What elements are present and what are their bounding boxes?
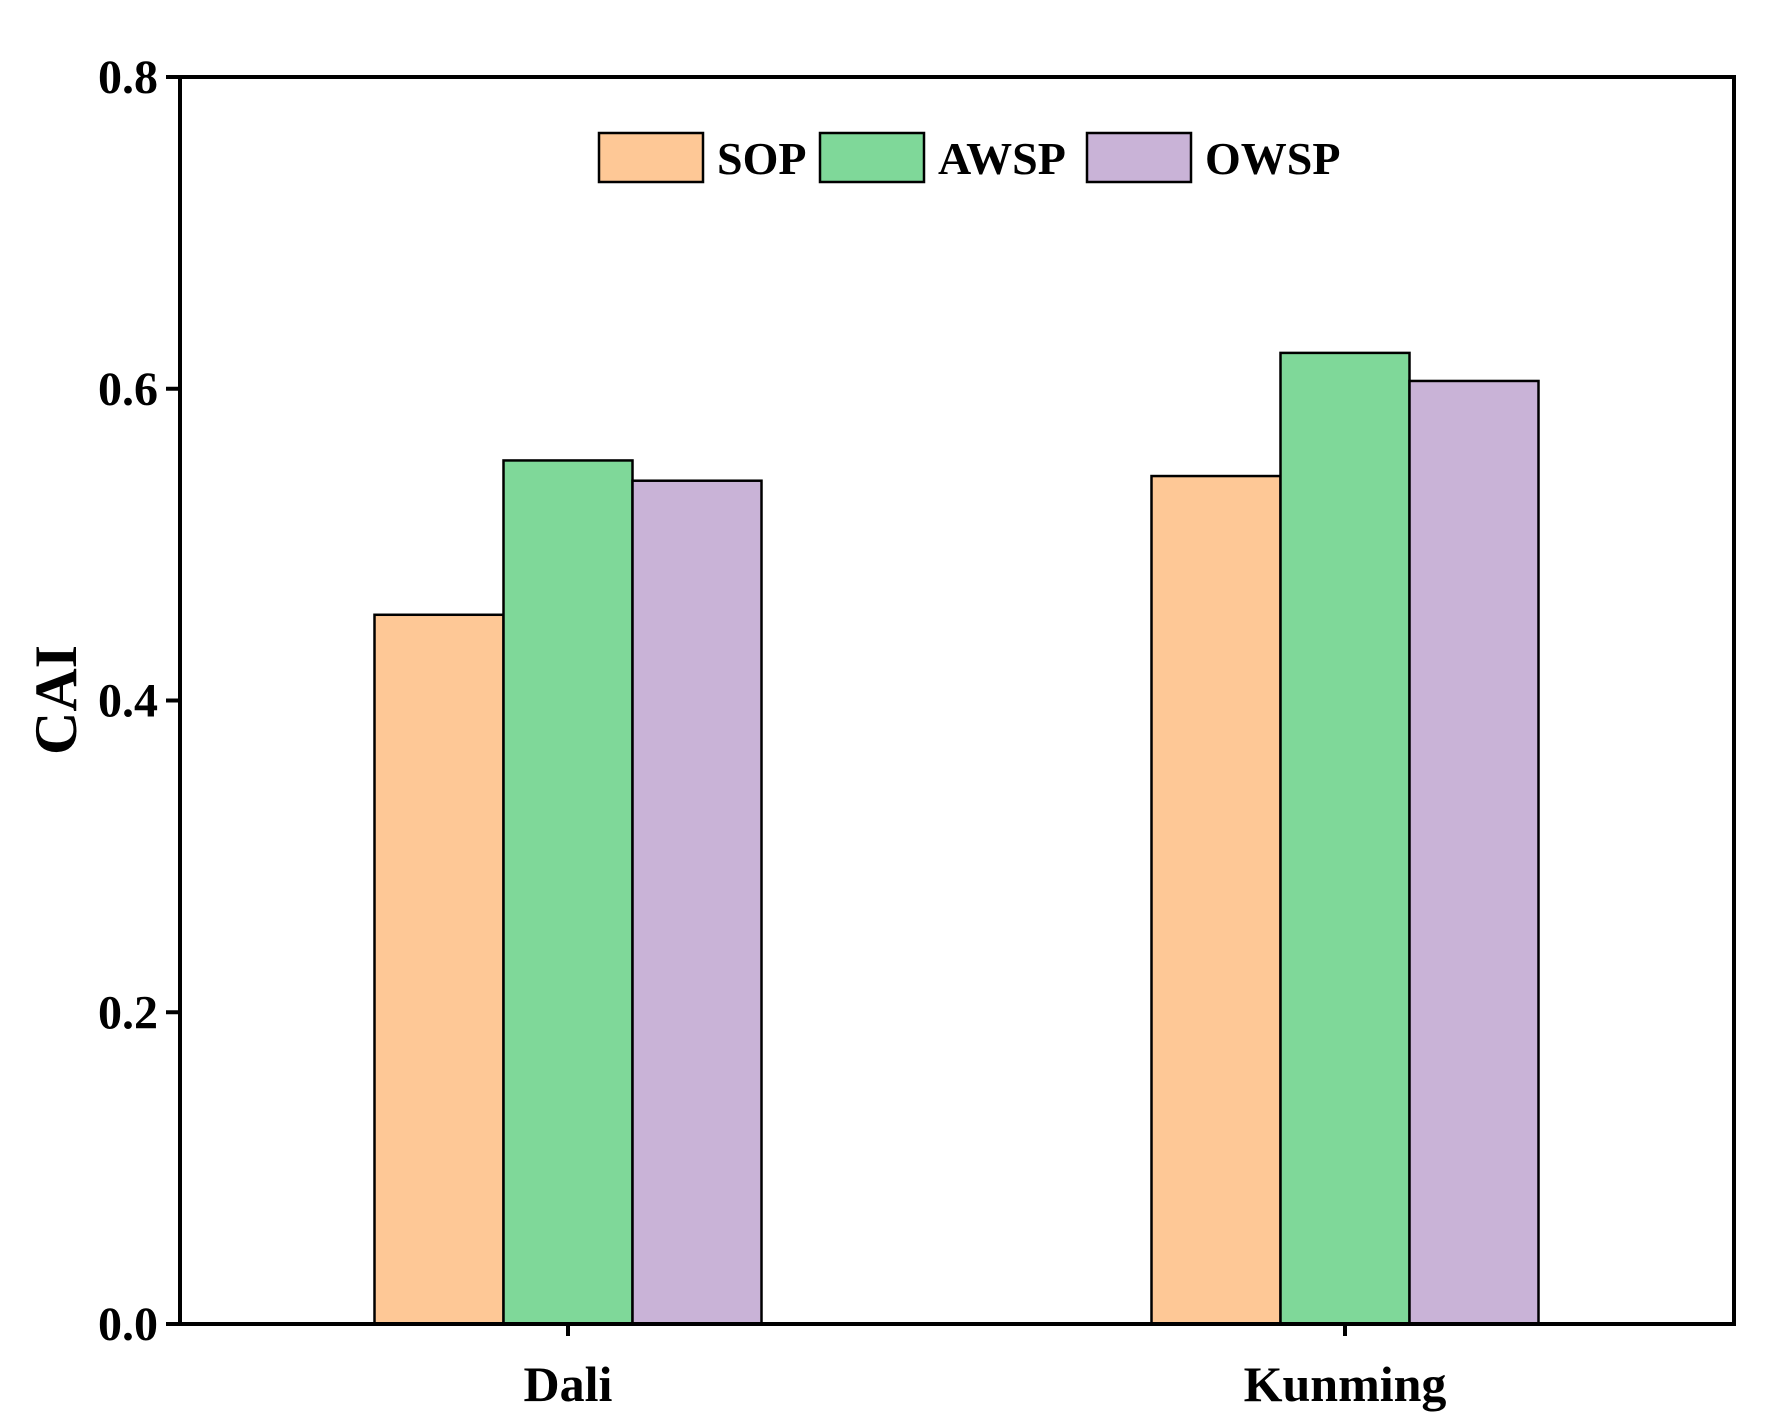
legend-label-owsp: OWSP [1205, 133, 1340, 184]
legend-label-sop: SOP [717, 133, 806, 184]
bar-dali-owsp [631, 479, 763, 1326]
y-tick-label: 0.2 [98, 986, 158, 1039]
y-tick-label: 0.6 [98, 363, 158, 416]
bar-dali-sop [373, 613, 505, 1326]
y-tick-label: 0.8 [98, 51, 158, 104]
x-axis-ticks: Dali Kunming [524, 1324, 1447, 1412]
y-tick-label: 0.4 [98, 675, 158, 728]
legend-swatch-sop [597, 131, 705, 184]
bar-dali-awsp [502, 459, 634, 1326]
y-axis-ticks: 0.0 0.2 0.4 0.6 0.8 [98, 51, 180, 1351]
legend-swatch-awsp [818, 131, 926, 184]
x-tick-label-kunming: Kunming [1244, 1356, 1447, 1412]
y-tick-label: 0.0 [98, 1298, 158, 1351]
bars-layer [373, 351, 1540, 1326]
legend: SOP AWSP OWSP [597, 131, 1340, 184]
legend-swatch-owsp [1085, 131, 1193, 184]
bar-kunming-sop [1150, 474, 1282, 1326]
bar-kunming-owsp [1408, 379, 1540, 1326]
x-tick-label-dali: Dali [524, 1356, 613, 1412]
legend-label-awsp: AWSP [938, 133, 1066, 184]
y-axis-title: CAI [23, 645, 89, 755]
bar-kunming-awsp [1279, 351, 1411, 1326]
